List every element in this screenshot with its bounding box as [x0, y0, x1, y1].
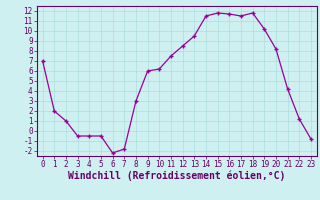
- X-axis label: Windchill (Refroidissement éolien,°C): Windchill (Refroidissement éolien,°C): [68, 171, 285, 181]
